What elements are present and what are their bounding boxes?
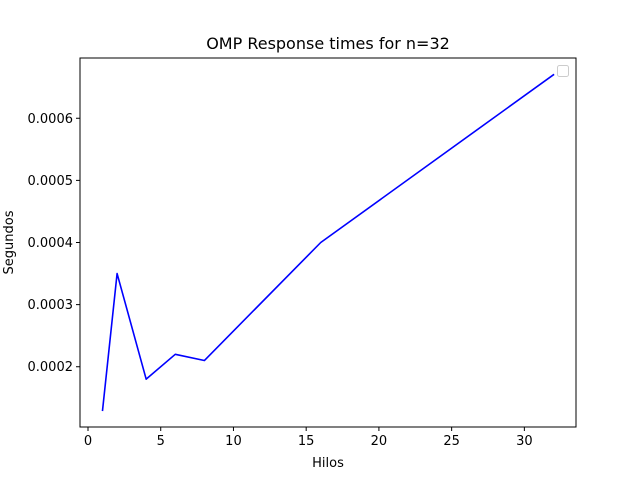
y-axis-label: Segundos (2, 210, 17, 274)
x-axis-label: Hilos (312, 456, 344, 471)
data-point (145, 378, 147, 380)
x-tick-label: 20 (371, 434, 388, 449)
x-tick-label: 0 (84, 434, 92, 449)
data-point (102, 409, 104, 411)
x-tick-label: 25 (443, 434, 460, 449)
legend-box[interactable] (557, 65, 569, 77)
y-tick-label: 0.0003 (28, 298, 74, 313)
series-layer (101, 73, 555, 412)
x-axis-ticks: 0 5 10 15 20 25 30 (84, 427, 533, 449)
x-tick-label: 10 (225, 434, 242, 449)
data-point (174, 354, 176, 356)
y-tick-label: 0.0002 (28, 360, 74, 375)
chart-title: OMP Response times for n=32 (206, 34, 450, 53)
y-tick-label: 0.0005 (28, 174, 74, 189)
data-point (320, 242, 322, 244)
x-tick-label: 15 (298, 434, 315, 449)
legend[interactable] (557, 65, 569, 77)
y-axis-ticks: 0.0002 0.0003 0.0004 0.0005 0.0006 (28, 112, 80, 375)
data-point (116, 273, 118, 275)
y-tick-label: 0.0006 (28, 112, 74, 127)
x-tick-label: 5 (157, 434, 165, 449)
series-line (101, 73, 555, 412)
x-tick-label: 30 (516, 434, 533, 449)
data-point (204, 360, 206, 362)
y-tick-label: 0.0004 (28, 236, 74, 251)
data-point (553, 74, 555, 76)
